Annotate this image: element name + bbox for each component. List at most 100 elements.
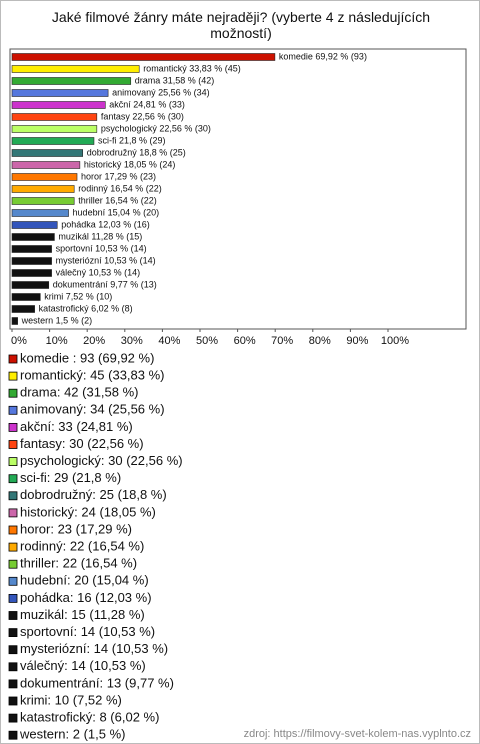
legend-label: válečný: 14 (10,53 %) bbox=[20, 658, 146, 673]
x-tick-label: 70% bbox=[271, 335, 293, 347]
legend-swatch bbox=[8, 696, 18, 706]
x-tick-label: 10% bbox=[46, 335, 68, 347]
legend-swatch bbox=[8, 525, 18, 535]
legend-label: muzikál: 15 (11,28 %) bbox=[20, 607, 145, 622]
bar-label: mysteriózní 10,53 % (14) bbox=[56, 255, 156, 265]
legend-label: dobrodružný: 25 (18,8 %) bbox=[20, 487, 167, 502]
legend-swatch bbox=[8, 354, 18, 364]
bar bbox=[11, 281, 50, 289]
bar bbox=[11, 53, 276, 61]
bar-label: fantasy 22,56 % (30) bbox=[101, 111, 184, 121]
bar bbox=[11, 245, 52, 253]
source: zdroj: https://filmovy-svet-kolem-nas.vy… bbox=[244, 728, 471, 740]
bar-label: dobrodružný 18,8 % (25) bbox=[87, 147, 186, 157]
legend-swatch bbox=[8, 474, 18, 484]
bar bbox=[11, 161, 81, 169]
legend-swatch bbox=[8, 542, 18, 552]
legend-label: horor: 23 (17,29 %) bbox=[20, 521, 132, 536]
bar bbox=[11, 257, 52, 265]
bar-label: romantický 33,83 % (45) bbox=[143, 63, 241, 73]
bar bbox=[11, 185, 75, 193]
chart-title: Jaké filmové žánry máte nejraději? (vybe… bbox=[51, 9, 431, 41]
bar bbox=[11, 269, 52, 277]
legend-label: psychologický: 30 (22,56 %) bbox=[20, 453, 183, 468]
legend-swatch bbox=[8, 679, 18, 689]
bar-label: psychologický 22,56 % (30) bbox=[101, 123, 211, 133]
bar-label: animovaný 25,56 % (34) bbox=[112, 87, 210, 97]
bar-label: thriller 16,54 % (22) bbox=[78, 195, 157, 205]
bar-label: dokumentrání 9,77 % (13) bbox=[53, 279, 157, 289]
bar-label: krimi 7,52 % (10) bbox=[44, 291, 112, 301]
legend-swatch bbox=[8, 713, 18, 723]
legend-swatch bbox=[8, 440, 18, 449]
legend-label: animovaný: 34 (25,56 %) bbox=[20, 402, 165, 417]
x-tick-label: 90% bbox=[346, 335, 368, 347]
bar bbox=[11, 65, 140, 73]
bar bbox=[11, 305, 35, 313]
bar-label: sportovní 10,53 % (14) bbox=[56, 243, 147, 253]
bar bbox=[11, 137, 95, 145]
legend-swatch bbox=[8, 559, 18, 569]
legend-swatch bbox=[8, 457, 18, 467]
bar-label: pohádka 12,03 % (16) bbox=[61, 219, 150, 229]
legend-swatch bbox=[8, 508, 18, 518]
legend-swatch bbox=[8, 371, 18, 381]
bar-label: horor 17,29 % (23) bbox=[81, 171, 156, 181]
bar bbox=[11, 317, 18, 325]
x-tick-label: 80% bbox=[309, 335, 331, 347]
legend-swatch bbox=[8, 645, 18, 655]
legend-label: sci-fi: 29 (21,8 %) bbox=[20, 470, 121, 485]
x-tick-label: 100% bbox=[381, 335, 409, 347]
legend-swatch bbox=[8, 730, 18, 740]
bar bbox=[11, 149, 83, 157]
bar bbox=[11, 173, 78, 181]
legend-label: katastrofický: 8 (6,02 %) bbox=[20, 710, 159, 725]
bar-label: sci-fi 21,8 % (29) bbox=[98, 135, 166, 145]
legend-swatch bbox=[8, 662, 18, 672]
legend-label: historický: 24 (18,05 %) bbox=[20, 504, 156, 519]
legend-label: mysteriózní: 14 (10,53 %) bbox=[20, 641, 168, 656]
legend-label: romantický: 45 (33,83 %) bbox=[20, 368, 165, 383]
legend-swatch bbox=[8, 422, 18, 432]
bar bbox=[11, 293, 41, 301]
legend-swatch bbox=[8, 491, 18, 501]
bar-label: válečný 10,53 % (14) bbox=[56, 267, 141, 277]
legend-label: hudební: 20 (15,04 %) bbox=[20, 573, 149, 588]
x-tick-label: 0% bbox=[11, 335, 27, 347]
bar bbox=[11, 113, 98, 121]
x-tick-label: 40% bbox=[158, 335, 180, 347]
legend-swatch bbox=[8, 594, 18, 603]
bar bbox=[11, 101, 106, 109]
bar-label: hudební 15,04 % (20) bbox=[73, 207, 160, 217]
legend-label: fantasy: 30 (22,56 %) bbox=[20, 436, 144, 451]
bar-label: drama 31,58 % (42) bbox=[135, 75, 215, 85]
legend-swatch bbox=[8, 405, 18, 415]
legend-label: krimi: 10 (7,52 %) bbox=[20, 692, 122, 707]
bar-label: western 1,5 % (2) bbox=[21, 315, 93, 325]
legend-label: komedie : 93 (69,92 %) bbox=[20, 350, 154, 365]
legend-swatch bbox=[8, 388, 18, 398]
bar bbox=[11, 233, 55, 241]
legend-label: pohádka: 16 (12,03 %) bbox=[20, 590, 152, 605]
legend-swatch bbox=[8, 576, 18, 586]
bar-label: katastrofický 6,02 % (8) bbox=[39, 303, 133, 313]
legend-label: thriller: 22 (16,54 %) bbox=[20, 556, 137, 571]
x-tick-label: 50% bbox=[196, 335, 218, 347]
legend-label: rodinný: 22 (16,54 %) bbox=[20, 539, 144, 554]
bar bbox=[11, 221, 58, 229]
x-tick-label: 60% bbox=[234, 335, 256, 347]
legend-swatch bbox=[8, 628, 18, 637]
x-tick-label: 20% bbox=[83, 335, 105, 347]
bar-label: muzikál 11,28 % (15) bbox=[58, 231, 142, 241]
x-tick-label: 30% bbox=[121, 335, 143, 347]
legend-label: drama: 42 (31,58 %) bbox=[20, 385, 139, 400]
bar bbox=[11, 89, 109, 97]
bar bbox=[11, 209, 69, 217]
bar bbox=[11, 125, 98, 133]
bar-label: historický 18,05 % (24) bbox=[84, 159, 176, 169]
legend-label: sportovní: 14 (10,53 %) bbox=[20, 624, 155, 639]
bar-label: akční 24,81 % (33) bbox=[109, 99, 185, 109]
legend-label: dokumentrání: 13 (9,77 %) bbox=[20, 675, 174, 690]
bar-label: rodinný 16,54 % (22) bbox=[78, 183, 162, 193]
